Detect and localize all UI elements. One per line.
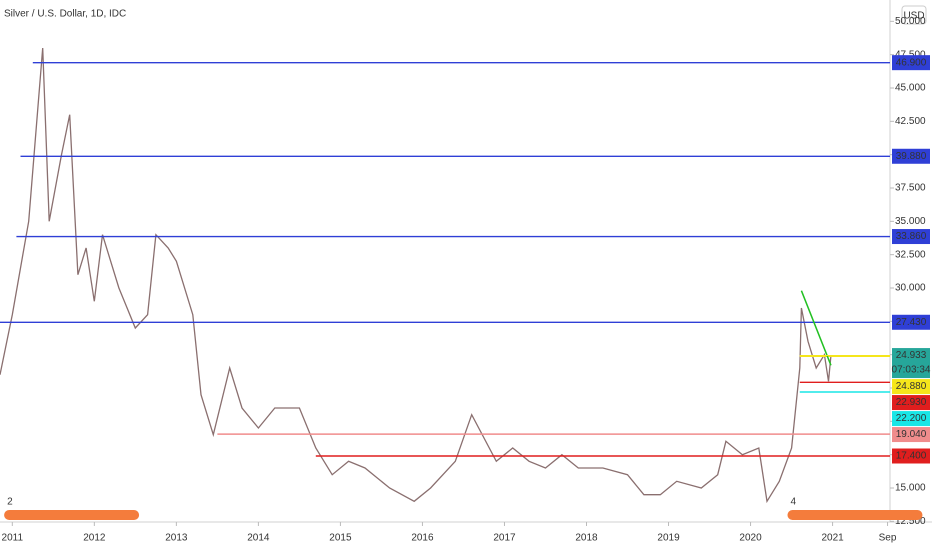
y-tick-label: 15.000 xyxy=(895,483,926,494)
x-tick-label: 2015 xyxy=(329,533,352,544)
x-tick-label: 2017 xyxy=(493,533,516,544)
price-label-bg xyxy=(892,448,930,464)
x-tick-label: 2013 xyxy=(165,533,188,544)
x-tick-label: 2021 xyxy=(821,533,844,544)
x-tick-label: 2014 xyxy=(247,533,270,544)
event-label: 4 xyxy=(790,497,796,508)
price-label-bg xyxy=(892,379,930,395)
price-label-bg xyxy=(892,348,930,379)
price-label-bg xyxy=(892,148,930,164)
price-label-bg xyxy=(892,55,930,71)
chart-title: Silver / U.S. Dollar, 1D, IDC xyxy=(4,9,126,20)
price-label: 27.430 xyxy=(896,317,927,328)
event-strip xyxy=(4,510,140,520)
x-tick-label: 2020 xyxy=(739,533,762,544)
price-label: 33.860 xyxy=(896,231,927,242)
price-line xyxy=(0,47,832,504)
price-label: 24.880 xyxy=(896,381,927,392)
trendline xyxy=(800,290,832,366)
x-tick-label: Sep xyxy=(879,533,897,544)
x-tick-label: 2012 xyxy=(83,533,106,544)
x-tick-label: 2018 xyxy=(575,533,598,544)
x-tick-label: 2016 xyxy=(411,533,434,544)
y-tick-label: 30.000 xyxy=(895,283,926,294)
y-tick-label: 37.500 xyxy=(895,183,926,194)
price-label-bg xyxy=(892,427,930,443)
y-tick-label: 35.000 xyxy=(895,216,926,227)
price-label-bg xyxy=(892,411,930,427)
y-tick-label: 50.000 xyxy=(895,16,926,27)
price-timer: 07:03:34 xyxy=(892,365,931,376)
currency-button[interactable] xyxy=(901,5,927,25)
currency-label[interactable]: USD xyxy=(903,11,924,22)
price-label: 22.930 xyxy=(896,397,927,408)
x-tick-label: 2011 xyxy=(2,533,24,544)
price-label-bg xyxy=(892,229,930,245)
price-label-bg xyxy=(892,314,930,330)
event-label: 2 xyxy=(7,497,13,508)
event-strip xyxy=(787,510,923,520)
price-label: 22.200 xyxy=(896,413,927,424)
price-label: 39.880 xyxy=(896,151,927,162)
y-tick-label: 32.500 xyxy=(895,249,926,260)
price-label: 46.900 xyxy=(896,57,927,68)
price-label: 24.933 xyxy=(896,350,927,361)
price-label-bg xyxy=(892,395,930,411)
y-tick-label: 45.000 xyxy=(895,83,926,94)
y-tick-label: 12.500 xyxy=(895,516,926,527)
price-label: 19.040 xyxy=(896,429,927,440)
y-tick-label: 47.500 xyxy=(895,49,926,60)
price-label: 17.400 xyxy=(896,451,927,462)
y-tick-label: 42.500 xyxy=(895,116,926,127)
x-tick-label: 2019 xyxy=(657,533,680,544)
